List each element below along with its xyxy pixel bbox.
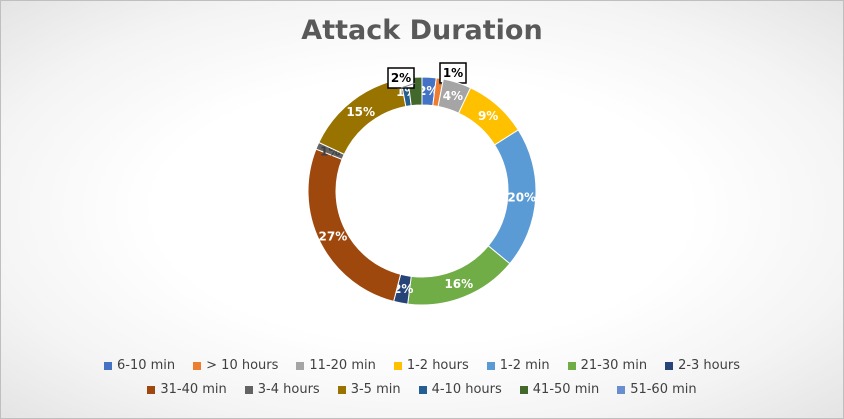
legend-label: 21-30 min: [580, 358, 648, 373]
data-label-1-2-hours: 9%: [478, 109, 498, 123]
legend-item-1-2-hours: 1-2 hours: [393, 358, 469, 373]
data-label-11-20-min: 4%: [443, 89, 463, 103]
legend-item-6-10-min: 6-10 min: [104, 358, 175, 373]
legend-label: 3-5 min: [350, 382, 401, 397]
slice-21-30-min: [407, 245, 511, 306]
legend-item-2-3-hours: 2-3 hours: [665, 358, 740, 373]
legend-item-11-20-min: 11-20 min: [296, 358, 376, 373]
data-label-6-10-min: 2%: [418, 84, 438, 98]
legend-label: 4-10 hours: [431, 382, 502, 397]
legend-swatch: [244, 385, 253, 394]
legend-label: > 10 hours: [206, 358, 279, 373]
legend-swatch: [393, 361, 402, 370]
legend-label: 6-10 min: [117, 358, 176, 373]
legend-swatch: [147, 385, 156, 394]
legend-swatch: [193, 361, 202, 370]
legend-swatch: [519, 385, 528, 394]
data-label-3-5-min: 15%: [346, 105, 375, 119]
legend-swatch: [418, 385, 427, 394]
data-label-10-hours: 1%: [443, 66, 463, 80]
data-label-41-50-min: 2%: [391, 71, 411, 85]
legend-item-10-hours: > 10 hours: [193, 358, 278, 373]
data-label-21-30-min: 16%: [444, 277, 473, 291]
legend-label: 51-60 min: [630, 382, 697, 397]
legend-item-31-40-min: 31-40 min: [147, 382, 227, 397]
legend-label: 31-40 min: [160, 382, 227, 397]
legend-item-51-60-min: 51-60 min: [617, 382, 697, 397]
legend-swatch: [665, 361, 674, 370]
data-label-31-40-min: 27%: [319, 229, 348, 243]
legend-label: 3-4 hours: [257, 382, 320, 397]
chart-title: Attack Duration: [301, 15, 543, 46]
legend-label: 1-2 hours: [406, 358, 469, 373]
slice-31-40-min: [307, 148, 402, 303]
legend-item-3-5-min: 3-5 min: [337, 382, 401, 397]
legend-swatch: [486, 361, 495, 370]
legend-item-4-10-hours: 4-10 hours: [418, 382, 502, 397]
legend-swatch: [567, 361, 576, 370]
legend-item-1-2-min: 1-2 min: [486, 358, 550, 373]
donut-chart: 2%1%4%9%20%16%2%27%1%15%1%2%: [307, 62, 537, 306]
leader-line-41-50-min: [400, 82, 416, 89]
legend-swatch: [104, 361, 112, 370]
legend-swatch: [337, 385, 346, 394]
legend-label: 11-20 min: [309, 358, 376, 373]
chart-legend: 6-10 min > 10 hours 11-20 min 1-2 hours 1-2 …: [61, 358, 783, 397]
legend-label: 1-2 min: [499, 358, 550, 373]
legend-item-41-50-min: 41-50 min: [519, 382, 600, 397]
data-label-1-2-min: 20%: [507, 190, 536, 204]
legend-swatch: [617, 385, 626, 394]
legend-item-21-30-min: 21-30 min: [567, 358, 648, 373]
legend-swatch: [296, 361, 305, 370]
legend-item-3-4-hours: 3-4 hours: [244, 382, 320, 397]
legend-label: 2-3 hours: [678, 358, 740, 373]
legend-label: 41-50 min: [532, 382, 600, 397]
